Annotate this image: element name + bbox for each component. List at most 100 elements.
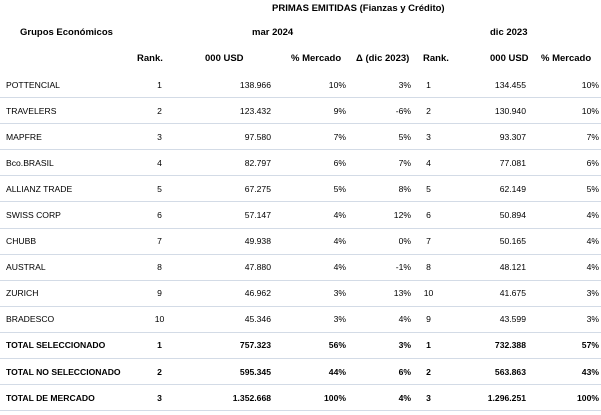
rank-previous-header: Rank. — [423, 53, 449, 64]
rank-previous-cell: 9 — [411, 306, 446, 333]
delta-value-cell: 12% — [350, 201, 411, 229]
market-share-current-cell: 7% — [275, 123, 350, 151]
usd-current-cell: 595.345 — [182, 358, 275, 386]
rank-current-cell: 4 — [137, 149, 182, 177]
market-share-current-cell: 4% — [275, 254, 350, 281]
group-name-cell: CHUBB — [0, 228, 137, 255]
table-row: BRADESCO 10 45.346 3% 4% 9 43.599 3% — [0, 306, 601, 333]
rank-current-cell: 8 — [137, 254, 182, 281]
usd-previous-cell: 48.121 — [446, 254, 530, 281]
market-share-previous-cell: 6% — [530, 149, 601, 177]
market-share-previous-cell: 3% — [530, 280, 601, 307]
rank-previous-cell: 5 — [411, 175, 446, 203]
usd-current-cell: 1.352.668 — [182, 384, 275, 412]
delta-value-cell: 3% — [350, 332, 411, 360]
period-previous-header: dic 2023 — [490, 27, 528, 38]
market-share-previous-cell: 100% — [530, 384, 601, 412]
usd-current-cell: 46.962 — [182, 280, 275, 307]
rank-previous-cell: 7 — [411, 228, 446, 255]
group-name-cell: AUSTRAL — [0, 254, 137, 281]
usd-previous-cell: 732.388 — [446, 332, 530, 360]
usd-previous-cell: 130.940 — [446, 97, 530, 125]
delta-value-cell: 0% — [350, 228, 411, 255]
market-share-current-cell: 4% — [275, 228, 350, 255]
rank-previous-cell: 1 — [411, 332, 446, 360]
rank-previous-cell: 8 — [411, 254, 446, 281]
table-row: SWISS CORP 6 57.147 4% 12% 6 50.894 4% — [0, 201, 601, 229]
table-row: Bco.BRASIL 4 82.797 6% 7% 4 77.081 6% — [0, 149, 601, 177]
total-row: TOTAL DE MERCADO 3 1.352.668 100% 4% 3 1.296.2… — [0, 384, 601, 412]
market-share-previous-cell: 10% — [530, 72, 601, 99]
group-name-cell: TRAVELERS — [0, 97, 137, 125]
rank-previous-cell: 2 — [411, 97, 446, 125]
market-share-previous-cell: 57% — [530, 332, 601, 360]
usd-previous-cell: 62.149 — [446, 175, 530, 203]
usd-previous-cell: 50.894 — [446, 201, 530, 229]
report-title-text: PRIMAS EMITIDAS (Fianzas y Crédito) — [272, 3, 445, 14]
market-share-current-cell: 10% — [275, 72, 350, 99]
table-row: ZURICH 9 46.962 3% 13% 10 41.675 3% — [0, 280, 601, 307]
rank-current-cell: 1 — [137, 72, 182, 99]
delta-value-cell: 6% — [350, 358, 411, 386]
rank-previous-cell: 10 — [411, 280, 446, 307]
usd-current-cell: 757.323 — [182, 332, 275, 360]
group-name-cell: ZURICH — [0, 280, 137, 307]
rank-previous-cell: 3 — [411, 123, 446, 151]
delta-value-cell: -1% — [350, 254, 411, 281]
rank-current-cell: 9 — [137, 280, 182, 307]
usd-current-cell: 47.880 — [182, 254, 275, 281]
rank-current-header: Rank. — [137, 53, 163, 64]
ranking-table: POTTENCIAL 1 138.966 10% 3% 1 134.455 10% TRAVEL… — [0, 72, 601, 412]
rank-previous-cell: 1 — [411, 72, 446, 99]
delta-value-cell: 8% — [350, 175, 411, 203]
rank-current-cell: 6 — [137, 201, 182, 229]
group-name-cell: TOTAL DE MERCADO — [0, 384, 137, 412]
total-row: TOTAL SELECCIONADO 1 757.323 56% 3% 1 732.388 5… — [0, 332, 601, 360]
market-share-current-cell: 56% — [275, 332, 350, 360]
period-current-header: mar 2024 — [252, 27, 294, 38]
delta-value-cell: 4% — [350, 384, 411, 412]
rank-current-cell: 7 — [137, 228, 182, 255]
group-column-header: Grupos Económicos — [20, 27, 113, 38]
delta-value-cell: 4% — [350, 306, 411, 333]
group-name-cell: MAPFRE — [0, 123, 137, 151]
market-share-previous-cell: 5% — [530, 175, 601, 203]
usd-previous-cell: 50.165 — [446, 228, 530, 255]
table-row: MAPFRE 3 97.580 7% 5% 3 93.307 7% — [0, 123, 601, 151]
rank-previous-cell: 4 — [411, 149, 446, 177]
table-row: ALLIANZ TRADE 5 67.275 5% 8% 5 62.149 5% — [0, 175, 601, 203]
usd-previous-cell: 93.307 — [446, 123, 530, 151]
market-share-previous-cell: 10% — [530, 97, 601, 125]
usd-previous-cell: 1.296.251 — [446, 384, 530, 412]
rank-current-cell: 5 — [137, 175, 182, 203]
group-name-cell: SWISS CORP — [0, 201, 137, 229]
market-share-previous-cell: 7% — [530, 123, 601, 151]
usd-current-cell: 57.147 — [182, 201, 275, 229]
delta-value-cell: 7% — [350, 149, 411, 177]
total-row: TOTAL NO SELECCIONADO 2 595.345 44% 6% 2 563.8… — [0, 358, 601, 386]
market-share-previous-cell: 4% — [530, 201, 601, 229]
group-name-cell: BRADESCO — [0, 306, 137, 333]
table-row: CHUBB 7 49.938 4% 0% 7 50.165 4% — [0, 228, 601, 255]
rank-current-cell: 1 — [137, 332, 182, 360]
usd-previous-cell: 77.081 — [446, 149, 530, 177]
group-name-cell: TOTAL SELECCIONADO — [0, 332, 137, 360]
delta-value-cell: 3% — [350, 72, 411, 99]
usd-current-cell: 97.580 — [182, 123, 275, 151]
usd-previous-cell: 563.863 — [446, 358, 530, 386]
rank-previous-cell: 6 — [411, 201, 446, 229]
rank-current-cell: 10 — [137, 306, 182, 333]
delta-value-cell: 13% — [350, 280, 411, 307]
usd-current-cell: 45.346 — [182, 306, 275, 333]
usd-previous-header: 000 USD — [490, 53, 529, 64]
market-share-current-cell: 6% — [275, 149, 350, 177]
table-row: POTTENCIAL 1 138.966 10% 3% 1 134.455 10% — [0, 72, 601, 99]
market-share-current-cell: 100% — [275, 384, 350, 412]
group-name-cell: ALLIANZ TRADE — [0, 175, 137, 203]
market-share-previous-cell: 3% — [530, 306, 601, 333]
delta-value-cell: 5% — [350, 123, 411, 151]
market-share-current-cell: 44% — [275, 358, 350, 386]
ranking-table-body: POTTENCIAL 1 138.966 10% 3% 1 134.455 10% TRAVEL… — [0, 72, 601, 412]
usd-current-cell: 138.966 — [182, 72, 275, 99]
